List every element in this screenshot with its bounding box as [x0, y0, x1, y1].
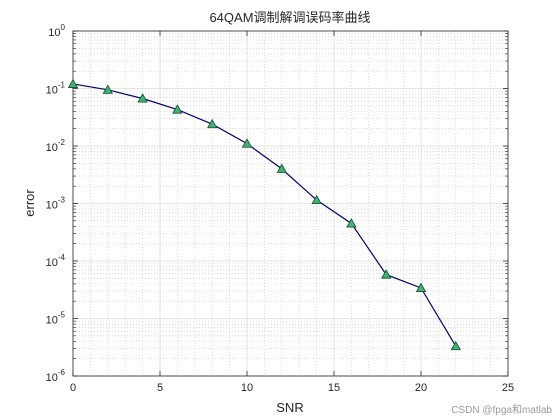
x-tick-label: 15 [328, 382, 340, 394]
x-tick-labels: 0 5 10 15 20 25 [70, 382, 514, 394]
watermark: CSDN @fpga和matlab [451, 405, 552, 416]
data-point-marker [450, 340, 461, 351]
data-point-marker [137, 93, 148, 103]
series-line [72, 83, 457, 347]
x-tick-label: 20 [415, 382, 427, 394]
data-point-marker [311, 194, 322, 205]
data-point-marker [207, 118, 218, 129]
y-tick-label: 10-3 [46, 196, 66, 212]
x-tick-label: 25 [502, 382, 514, 394]
y-tick-label: 10-5 [46, 311, 66, 327]
x-tick-label: 0 [70, 382, 76, 394]
y-tick-label: 10-2 [46, 138, 66, 154]
data-point-marker [276, 163, 287, 173]
y-tick-label: 10-4 [46, 253, 66, 269]
data-point-marker [102, 84, 113, 94]
chart-title: 64QAM调制解调误码率曲线 [209, 10, 370, 25]
y-tick-label: 10-1 [46, 81, 66, 97]
data-point-marker [67, 78, 79, 88]
y-tick-labels: 10-6 10-5 10-4 10-3 10-2 10-1 100 [46, 23, 66, 384]
x-axis-label: SNR [276, 400, 303, 415]
x-tick-label: 5 [157, 382, 163, 394]
y-axis-label: error [22, 189, 37, 217]
data-point-marker [241, 138, 253, 148]
x-tick-label: 10 [241, 382, 253, 394]
series-layer [67, 78, 461, 351]
data-point-marker [346, 218, 357, 228]
axis-ticks [72, 30, 509, 377]
data-point-marker [172, 104, 183, 114]
y-tick-label: 10-6 [46, 368, 66, 384]
data-point-marker [415, 282, 427, 292]
data-point-marker [381, 269, 392, 279]
y-tick-label: 100 [48, 23, 65, 39]
